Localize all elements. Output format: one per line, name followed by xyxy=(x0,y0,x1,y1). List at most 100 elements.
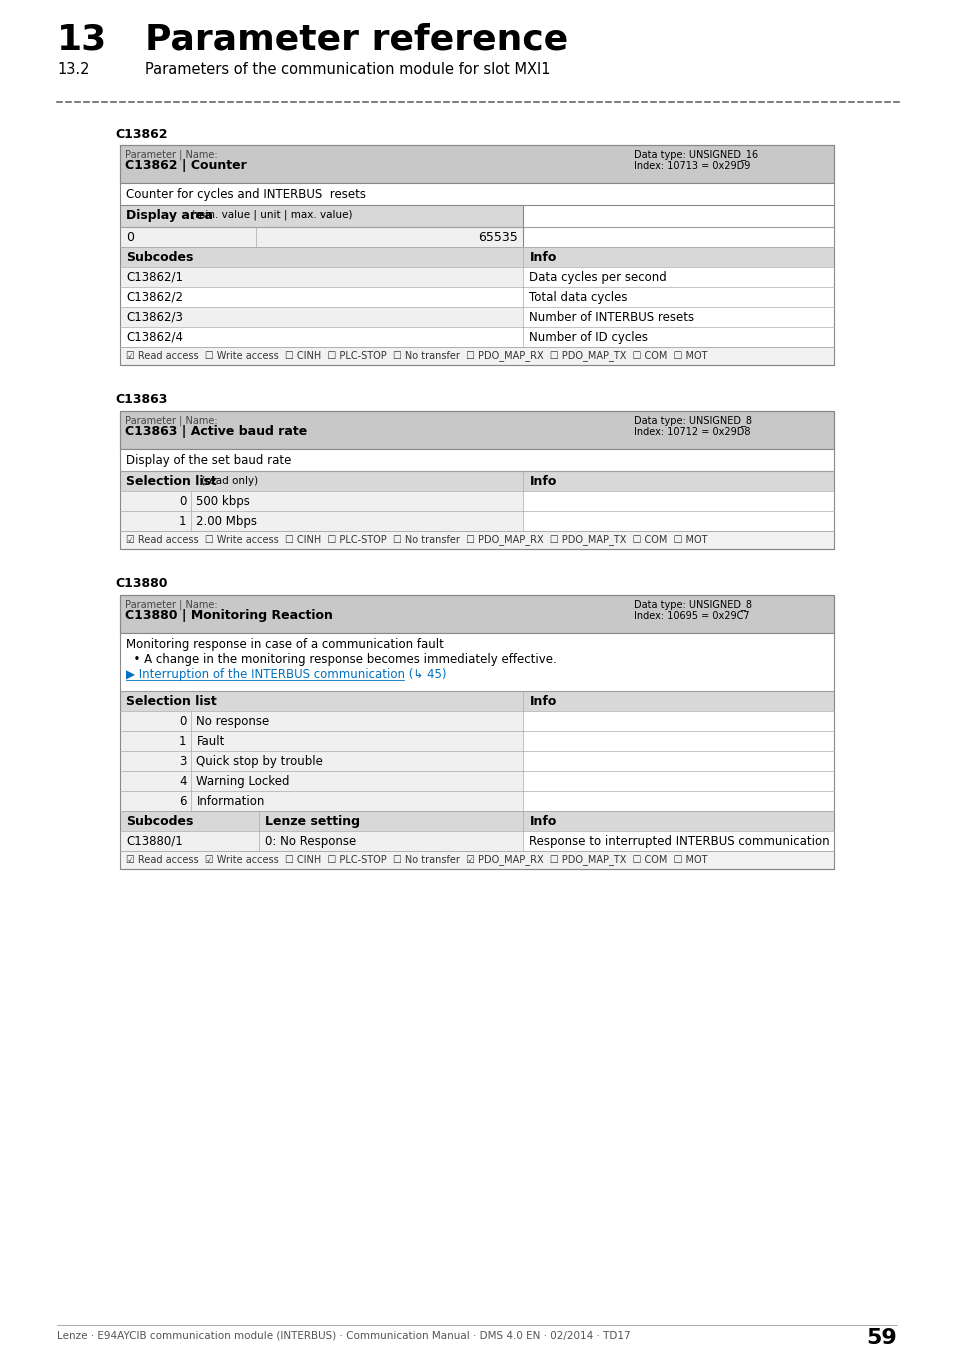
Bar xyxy=(120,491,192,512)
Bar xyxy=(120,327,523,347)
Bar xyxy=(120,450,833,471)
Bar xyxy=(523,288,833,306)
Text: C13863: C13863 xyxy=(115,393,167,406)
Bar xyxy=(192,791,523,811)
Bar xyxy=(120,347,833,364)
Text: Lenze · E94AYCIB communication module (INTERBUS) · Communication Manual · DMS 4.: Lenze · E94AYCIB communication module (I… xyxy=(57,1330,630,1341)
Bar xyxy=(120,184,833,205)
Text: 2.00 Mbps: 2.00 Mbps xyxy=(196,514,257,528)
Bar xyxy=(192,730,523,751)
Text: • A change in the monitoring response becomes immediately effective.: • A change in the monitoring response be… xyxy=(126,653,557,666)
Text: 1: 1 xyxy=(179,514,186,528)
Bar xyxy=(120,205,523,227)
Text: 500 kbps: 500 kbps xyxy=(196,495,250,508)
Text: No response: No response xyxy=(196,716,270,728)
Bar xyxy=(120,144,833,184)
Text: C13880: C13880 xyxy=(115,576,168,590)
Text: C13862/4: C13862/4 xyxy=(126,331,183,344)
Text: Info: Info xyxy=(529,475,557,487)
Text: Info: Info xyxy=(529,251,557,265)
Bar xyxy=(523,711,833,730)
Text: Index: 10713 = 0x29D9: Index: 10713 = 0x29D9 xyxy=(634,161,750,171)
Bar xyxy=(523,730,833,751)
Text: Subcodes: Subcodes xyxy=(126,251,193,265)
Bar xyxy=(120,410,833,549)
Bar xyxy=(120,850,833,869)
Bar xyxy=(192,771,523,791)
Text: 0: 0 xyxy=(179,495,186,508)
Text: Selection list: Selection list xyxy=(126,695,216,707)
Bar xyxy=(192,491,523,512)
Bar xyxy=(192,512,523,531)
Text: (read only): (read only) xyxy=(198,477,258,486)
Bar xyxy=(523,306,833,327)
Bar xyxy=(120,247,523,267)
Text: Index: 10712 = 0x29D8: Index: 10712 = 0x29D8 xyxy=(634,427,750,437)
Text: 13: 13 xyxy=(57,22,107,55)
Bar xyxy=(120,832,259,850)
Bar xyxy=(120,711,192,730)
Bar xyxy=(120,288,523,306)
Text: Monitoring response in case of a communication fault: Monitoring response in case of a communi… xyxy=(126,639,443,651)
Text: (min. value | unit | max. value): (min. value | unit | max. value) xyxy=(188,211,352,220)
Text: 4: 4 xyxy=(179,775,186,788)
Bar xyxy=(192,711,523,730)
Bar xyxy=(523,791,833,811)
Text: Parameter | Name:: Parameter | Name: xyxy=(125,148,217,159)
Bar xyxy=(259,811,523,832)
Bar xyxy=(120,267,523,288)
Text: 6: 6 xyxy=(179,795,186,809)
Text: C13862 | Counter: C13862 | Counter xyxy=(125,159,247,171)
Bar xyxy=(523,205,833,227)
Text: C13862/1: C13862/1 xyxy=(126,271,183,284)
Text: Counter for cycles and INTERBUS  resets: Counter for cycles and INTERBUS resets xyxy=(126,188,366,201)
Text: Fault: Fault xyxy=(196,734,225,748)
Text: Subcodes: Subcodes xyxy=(126,815,193,828)
Text: Response to interrupted INTERBUS communication: Response to interrupted INTERBUS communi… xyxy=(529,836,829,848)
Bar xyxy=(523,227,833,247)
Bar xyxy=(523,247,833,267)
Text: C13880 | Monitoring Reaction: C13880 | Monitoring Reaction xyxy=(125,609,333,622)
Bar xyxy=(523,691,833,711)
Bar xyxy=(120,306,523,327)
Text: Selection list: Selection list xyxy=(126,475,216,487)
Text: Parameter | Name:: Parameter | Name: xyxy=(125,599,217,609)
Text: Quick stop by trouble: Quick stop by trouble xyxy=(196,755,323,768)
Text: Index: 10695 = 0x29C7: Index: 10695 = 0x29C7 xyxy=(634,612,749,621)
Text: 1: 1 xyxy=(179,734,186,748)
Bar xyxy=(120,531,833,549)
Text: C13880/1: C13880/1 xyxy=(126,836,183,848)
Text: C13862: C13862 xyxy=(115,128,168,140)
Text: Info: Info xyxy=(529,815,557,828)
Text: 0: 0 xyxy=(126,231,133,244)
Bar xyxy=(523,832,833,850)
Bar xyxy=(523,491,833,512)
Text: Total data cycles: Total data cycles xyxy=(529,292,627,304)
Text: Data type: UNSIGNED_16: Data type: UNSIGNED_16 xyxy=(634,148,758,159)
Text: Data type: UNSIGNED_8: Data type: UNSIGNED_8 xyxy=(634,599,751,610)
Text: 13.2: 13.2 xyxy=(57,62,90,77)
Bar xyxy=(120,751,192,771)
Bar xyxy=(523,512,833,531)
Bar xyxy=(120,227,523,247)
Text: 3: 3 xyxy=(179,755,186,768)
Text: 0: 0 xyxy=(179,716,186,728)
Bar xyxy=(120,691,523,711)
Text: Info: Info xyxy=(529,695,557,707)
Bar xyxy=(192,751,523,771)
Text: Lenze setting: Lenze setting xyxy=(265,815,360,828)
Bar xyxy=(120,595,833,633)
Bar xyxy=(120,771,192,791)
Text: ☑ Read access  ☑ Write access  ☐ CINH  ☐ PLC-STOP  ☐ No transfer  ☑ PDO_MAP_RX  : ☑ Read access ☑ Write access ☐ CINH ☐ PL… xyxy=(126,855,707,865)
Text: Parameter reference: Parameter reference xyxy=(145,22,568,55)
Text: Data cycles per second: Data cycles per second xyxy=(529,271,666,284)
Text: Display area: Display area xyxy=(126,209,213,221)
Text: C13862/3: C13862/3 xyxy=(126,310,183,324)
Bar xyxy=(120,471,523,491)
Text: Warning Locked: Warning Locked xyxy=(196,775,290,788)
Bar xyxy=(120,595,833,869)
Bar xyxy=(259,832,523,850)
Bar xyxy=(523,771,833,791)
Bar xyxy=(120,512,192,531)
Bar xyxy=(120,410,833,450)
